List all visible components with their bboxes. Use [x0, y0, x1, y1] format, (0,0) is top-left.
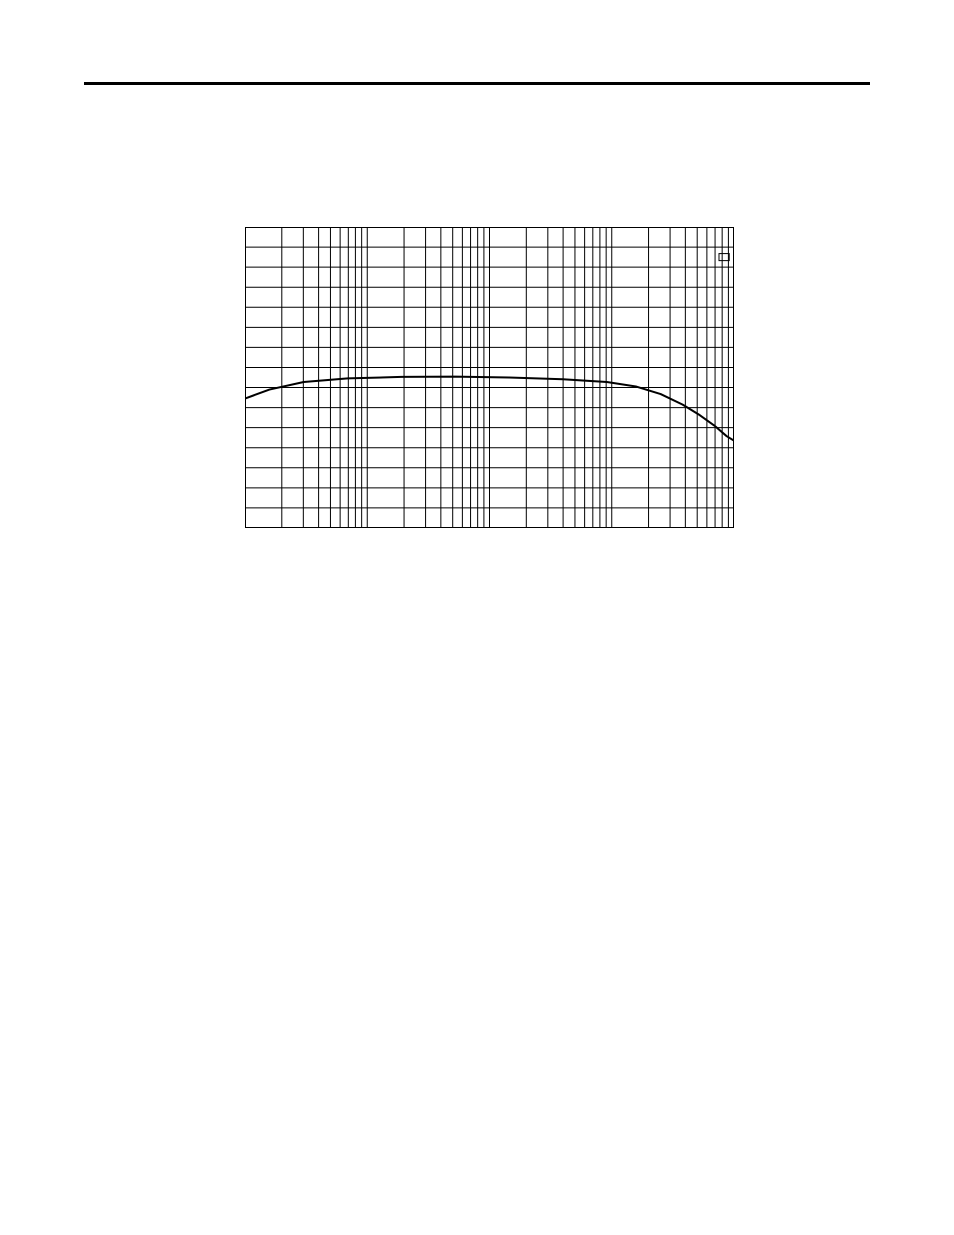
chart-svg [245, 227, 734, 528]
frequency-response-chart [245, 227, 734, 528]
top-horizontal-rule [84, 82, 870, 85]
